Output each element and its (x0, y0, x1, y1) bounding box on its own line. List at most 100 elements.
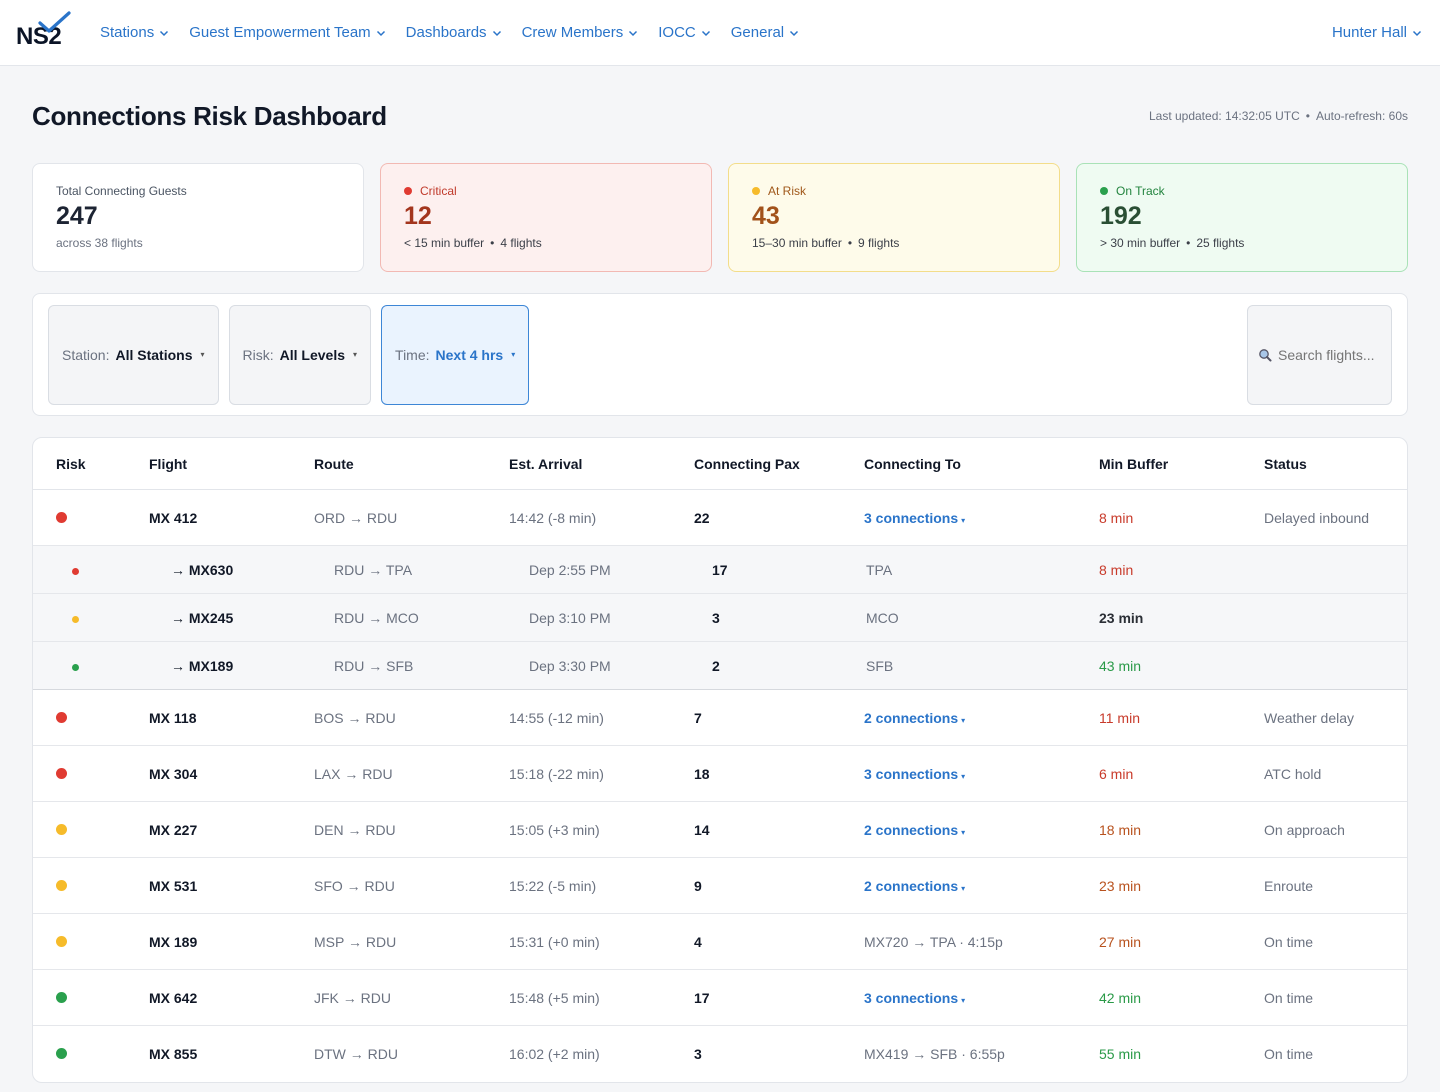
risk-cell (33, 766, 149, 782)
nav-item-label: Guest Empowerment Team (189, 24, 371, 41)
route: LAX → RDU (314, 765, 393, 782)
flight-number: MX 227 (149, 821, 198, 838)
connections-count: 3 connections (864, 509, 959, 526)
min-buffer: 43 min (1099, 657, 1142, 674)
est-arrival: 15:05 (+3 min) (509, 821, 600, 838)
status: ATC hold (1264, 765, 1322, 782)
connections-dropdown[interactable]: 2 connections ▾ (864, 710, 965, 726)
search-icon (1259, 349, 1272, 362)
time-filter[interactable]: Time: Next 4 hrs ▾ (381, 304, 530, 405)
caret-down-icon: ▾ (200, 350, 205, 359)
risk-dot-icon (56, 879, 67, 891)
nav-item-label: General (730, 24, 785, 41)
search-box[interactable] (1247, 305, 1392, 405)
connecting-flight: → MX630 (171, 561, 234, 578)
connecting-pax: 2 (712, 657, 720, 674)
table-row[interactable]: MX 412 ORD → RDU 14:42 (-8 min) 22 3 connect… (33, 490, 1407, 546)
table-row[interactable]: MX 531 SFO → RDU 15:22 (-5 min) 9 2 connecti… (33, 858, 1407, 914)
connecting-pax: 17 (712, 561, 728, 578)
kpi-total-connecting: Total Connecting Guests 247 across 38 fl… (32, 163, 364, 272)
separator: • (847, 236, 853, 250)
connecting-to: MX720 → TPA · 4:15p (864, 934, 1099, 950)
risk-cell (33, 610, 149, 626)
header-risk[interactable]: Risk (56, 455, 86, 472)
nav-item-stations[interactable]: Stations (100, 24, 169, 41)
ns2-logo[interactable]: NS2 (16, 10, 72, 53)
critical-dot-icon (404, 187, 412, 195)
route: JFK → RDU (314, 989, 391, 1006)
connecting-flight: → MX189 (171, 657, 234, 674)
last-updated: Last updated: 14:32:05 UTC (1148, 109, 1300, 123)
connections-count: 3 connections (864, 989, 959, 1006)
nav-item-iocc[interactable]: IOCC (658, 24, 711, 41)
nav-item-guest-empowerment-team[interactable]: Guest Empowerment Team (189, 24, 385, 41)
nav-item-general[interactable]: General (731, 24, 799, 41)
table-row[interactable]: MX 855 DTW → RDU 16:02 (+2 min) 3 MX419 → SF… (33, 1026, 1407, 1082)
connecting-pax: 3 (694, 1046, 702, 1062)
kpi-subtext: across 38 flights (56, 236, 340, 250)
connections-dropdown[interactable]: 2 connections ▾ (864, 878, 965, 894)
separator: • (1186, 236, 1191, 250)
header-connecting-to[interactable]: Connecting To (864, 455, 961, 472)
status: Weather delay (1264, 709, 1355, 726)
nav-menu: Stations Guest Empowerment Team Dashboar… (100, 24, 819, 41)
header-status[interactable]: Status (1264, 455, 1307, 472)
nav-item-crew-members[interactable]: Crew Members (522, 24, 639, 41)
status: On approach (1264, 821, 1345, 838)
risk-cell (33, 658, 149, 674)
min-buffer: 55 min (1099, 1046, 1142, 1062)
kpi-subtext: > 30 min buffer • 25 flights (1100, 236, 1384, 250)
table-row[interactable]: MX 304 LAX → RDU 15:18 (-22 min) 18 3 connec… (33, 746, 1407, 802)
header-est-arrival[interactable]: Est. Arrival (509, 455, 583, 472)
connecting-to: 2 connections ▾ (864, 710, 1099, 726)
route: RDU → TPA (334, 561, 413, 578)
connecting-to: MX419 → SFB · 6:55p (864, 1046, 1099, 1062)
table-row[interactable]: MX 118 BOS → RDU 14:55 (-12 min) 7 2 connect… (33, 690, 1407, 746)
est-arrival: 15:31 (+0 min) (509, 933, 600, 950)
est-arrival: 15:48 (+5 min) (509, 989, 600, 1006)
min-buffer: 42 min (1099, 989, 1142, 1006)
header-connecting-pax[interactable]: Connecting Pax (694, 455, 800, 472)
flight-number: MX 189 (149, 933, 198, 950)
separator: • (490, 236, 495, 250)
est-arrival: 15:22 (-5 min) (509, 877, 597, 894)
est-arrival: 16:02 (+2 min) (509, 1046, 600, 1062)
table-row[interactable]: MX 189 MSP → RDU 15:31 (+0 min) 4 MX720 → TP… (33, 914, 1407, 970)
risk-filter[interactable]: Risk: All Levels ▾ (228, 304, 372, 405)
connections-dropdown[interactable]: 3 connections ▾ (864, 990, 965, 1006)
table-row[interactable]: MX 227 DEN → RDU 15:05 (+3 min) 14 2 connect… (33, 802, 1407, 858)
status: Delayed inbound (1264, 509, 1370, 526)
est-arrival: 14:42 (-8 min) (509, 509, 597, 526)
connections-count: 3 connections (864, 765, 959, 782)
connecting-pax: 17 (694, 989, 710, 1006)
kpi-flights-text: 9 flights (858, 236, 900, 250)
header-route[interactable]: Route (314, 455, 354, 472)
risk-dot-icon (56, 991, 67, 1003)
risk-dot-icon (56, 711, 67, 723)
kpi-label: Total Connecting Guests (56, 184, 187, 198)
risk-cell (33, 934, 149, 950)
risk-cell (33, 510, 149, 526)
at-risk-dot-icon (752, 187, 760, 195)
risk-cell (33, 710, 149, 726)
connections-dropdown[interactable]: 2 connections ▾ (864, 822, 965, 838)
table-header: Risk Flight Route Est. Arrival Connectin… (33, 438, 1407, 490)
risk-dot-icon (72, 663, 79, 671)
header-flight[interactable]: Flight (149, 455, 188, 472)
kpi-value: 247 (56, 202, 98, 230)
nav-item-dashboards[interactable]: Dashboards (406, 24, 502, 41)
table-row[interactable]: MX 642 JFK → RDU 15:48 (+5 min) 17 3 connect… (33, 970, 1407, 1026)
kpi-cards: Total Connecting Guests 247 across 38 fl… (0, 142, 1440, 272)
station-filter[interactable]: Station: All Stations ▾ (48, 304, 219, 405)
connecting-pax: 4 (694, 933, 702, 950)
search-input[interactable] (1278, 347, 1378, 363)
route: MSP → RDU (314, 933, 397, 950)
connections-dropdown[interactable]: 3 connections ▾ (864, 510, 965, 526)
risk-cell (33, 990, 149, 1006)
kpi-subtext: 15–30 min buffer • 9 flights (752, 236, 1036, 250)
connections-dropdown[interactable]: 3 connections ▾ (864, 766, 965, 782)
status: On time (1264, 933, 1314, 950)
header-min-buffer[interactable]: Min Buffer (1099, 455, 1169, 472)
user-menu[interactable]: Hunter Hall (1332, 24, 1422, 41)
kpi-label-text: At Risk (768, 184, 807, 198)
